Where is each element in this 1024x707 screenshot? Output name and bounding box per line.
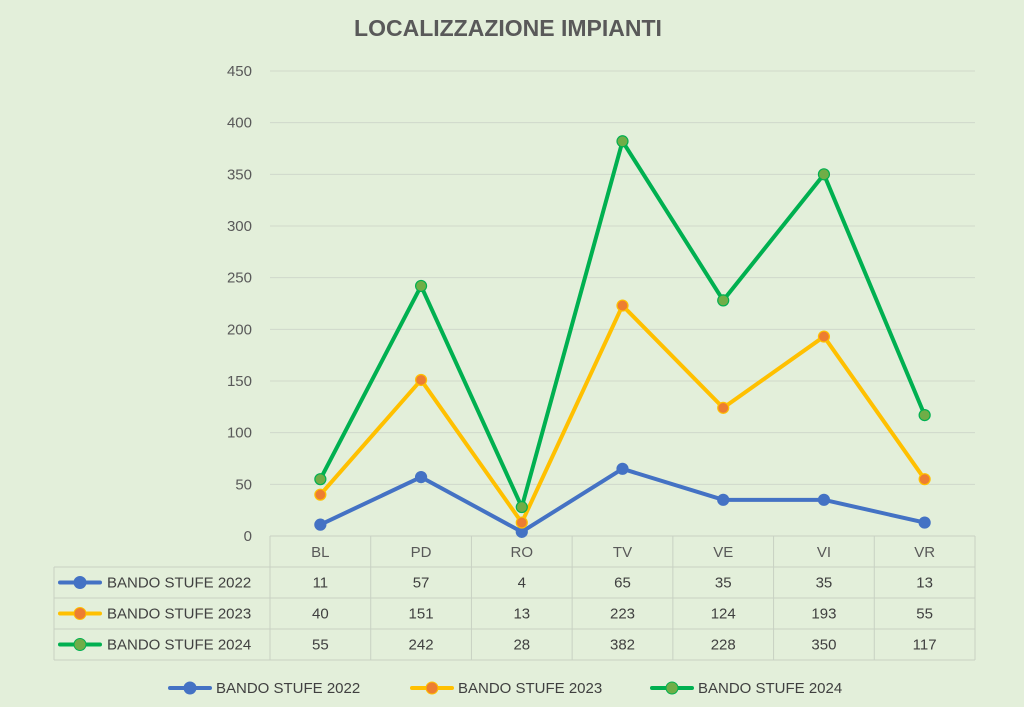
table-cell-bando-stufe-2022-vi: 35 [816, 575, 833, 592]
y-tick-label-100: 100 [227, 425, 252, 442]
table-cell-bando-stufe-2023-vr: 55 [916, 606, 933, 623]
series-line-bando-stufe-2022 [318, 466, 927, 534]
table-cell-bando-stufe-2024-ro: 28 [513, 637, 530, 654]
data-point-bando-stufe-2024-ro [515, 500, 528, 514]
table-row-label-bando-stufe-2023: BANDO STUFE 2023 [107, 606, 251, 623]
table-cell-bando-stufe-2022-bl: 11 [313, 575, 329, 592]
x-tick-label-vr: VR [914, 544, 935, 561]
data-point-bando-stufe-2022-vi [817, 493, 831, 506]
data-point-bando-stufe-2023-vi [817, 330, 831, 343]
x-tick-label-ve: VE [713, 544, 733, 561]
legend-key-marker [665, 681, 679, 695]
x-tick-label-bl: BL [311, 544, 329, 561]
series-lines [314, 135, 931, 538]
data-point-bando-stufe-2022-ve [717, 493, 730, 506]
y-tick-label-200: 200 [227, 321, 252, 338]
table-cell-bando-stufe-2022-vr: 13 [916, 575, 933, 592]
x-tick-label-ro: RO [511, 544, 534, 561]
gridlines [270, 70, 975, 485]
data-point-bando-stufe-2022-tv [616, 462, 629, 475]
table-cell-bando-stufe-2022-tv: 65 [614, 575, 631, 592]
data-point-bando-stufe-2024-ve [717, 294, 730, 307]
y-tick-label-400: 400 [227, 115, 252, 132]
legend-key-marker [425, 681, 439, 695]
y-tick-label-350: 350 [227, 166, 252, 183]
series-line-bando-stufe-2024 [318, 139, 927, 510]
table-cell-bando-stufe-2022-ve: 35 [715, 575, 732, 592]
legend-key-marker [183, 681, 197, 695]
data-point-bando-stufe-2022-bl [314, 518, 327, 531]
data-point-bando-stufe-2024-vr [918, 409, 931, 422]
table-row-label-bando-stufe-2024: BANDO STUFE 2024 [107, 637, 251, 654]
legend-item-bando-stufe-2023: BANDO STUFE 2023 [458, 680, 602, 697]
data-point-bando-stufe-2023-ve [717, 401, 730, 414]
data-point-bando-stufe-2023-vr [918, 473, 931, 486]
table-cell-bando-stufe-2023-ro: 13 [513, 606, 530, 623]
data-point-bando-stufe-2022-pd [414, 471, 428, 484]
y-tick-label-250: 250 [227, 270, 252, 287]
y-tick-label-300: 300 [227, 218, 252, 235]
legend-item-bando-stufe-2022: BANDO STUFE 2022 [216, 680, 360, 697]
table-cell-bando-stufe-2023-vi: 193 [811, 606, 836, 623]
table-cell-bando-stufe-2022-pd: 57 [413, 575, 430, 592]
table-legend-key-marker [73, 576, 87, 589]
data-point-bando-stufe-2023-tv [616, 299, 629, 312]
table-cell-bando-stufe-2024-vr: 117 [913, 637, 937, 654]
data-point-bando-stufe-2023-ro [515, 516, 528, 529]
data-point-bando-stufe-2022-vr [918, 516, 931, 529]
data-point-bando-stufe-2024-tv [616, 135, 629, 148]
table-cell-bando-stufe-2024-vi: 350 [811, 637, 836, 654]
y-axis: 0 50 100 150 200 250 300 350 400 450 [227, 63, 252, 545]
y-tick-label-0: 0 [244, 528, 252, 545]
data-point-bando-stufe-2023-pd [414, 373, 428, 387]
y-tick-label-150: 150 [227, 373, 252, 390]
x-tick-label-pd: PD [411, 544, 432, 561]
table-legend-key-marker [73, 607, 87, 620]
y-tick-label-450: 450 [227, 63, 252, 80]
table-cell-bando-stufe-2023-pd: 151 [409, 606, 434, 623]
data-point-bando-stufe-2024-pd [414, 279, 428, 293]
data-point-bando-stufe-2024-bl [314, 473, 327, 486]
table-cell-bando-stufe-2023-bl: 40 [312, 606, 329, 623]
legend: BANDO STUFE 2022 BANDO STUFE 2023 BANDO ST… [168, 680, 842, 697]
table-cell-bando-stufe-2024-bl: 55 [312, 637, 329, 654]
table-cell-bando-stufe-2024-ve: 228 [711, 637, 736, 654]
y-tick-label-50: 50 [235, 476, 252, 493]
legend-item-bando-stufe-2024: BANDO STUFE 2024 [698, 680, 842, 697]
table-row-label-bando-stufe-2022: BANDO STUFE 2022 [107, 575, 251, 592]
table-legend-key-marker [73, 638, 87, 651]
table-cell-bando-stufe-2024-pd: 242 [409, 637, 434, 654]
chart-title: LOCALIZZAZIONE IMPIANTI [354, 15, 662, 41]
data-point-bando-stufe-2024-vi [817, 168, 831, 181]
table-cell-bando-stufe-2024-tv: 382 [610, 637, 635, 654]
data-table: BL PD RO TV VE VI VR BANDO STUFE 2022 11 57 4 65 35 3… [53, 535, 976, 661]
x-tick-label-tv: TV [613, 544, 632, 561]
table-cell-bando-stufe-2023-ve: 124 [711, 606, 736, 623]
x-tick-label-vi: VI [817, 544, 831, 561]
data-point-bando-stufe-2023-bl [314, 488, 327, 501]
table-cell-bando-stufe-2022-ro: 4 [518, 575, 526, 592]
table-cell-bando-stufe-2023-tv: 223 [610, 606, 635, 623]
series-line-bando-stufe-2023 [318, 303, 927, 525]
